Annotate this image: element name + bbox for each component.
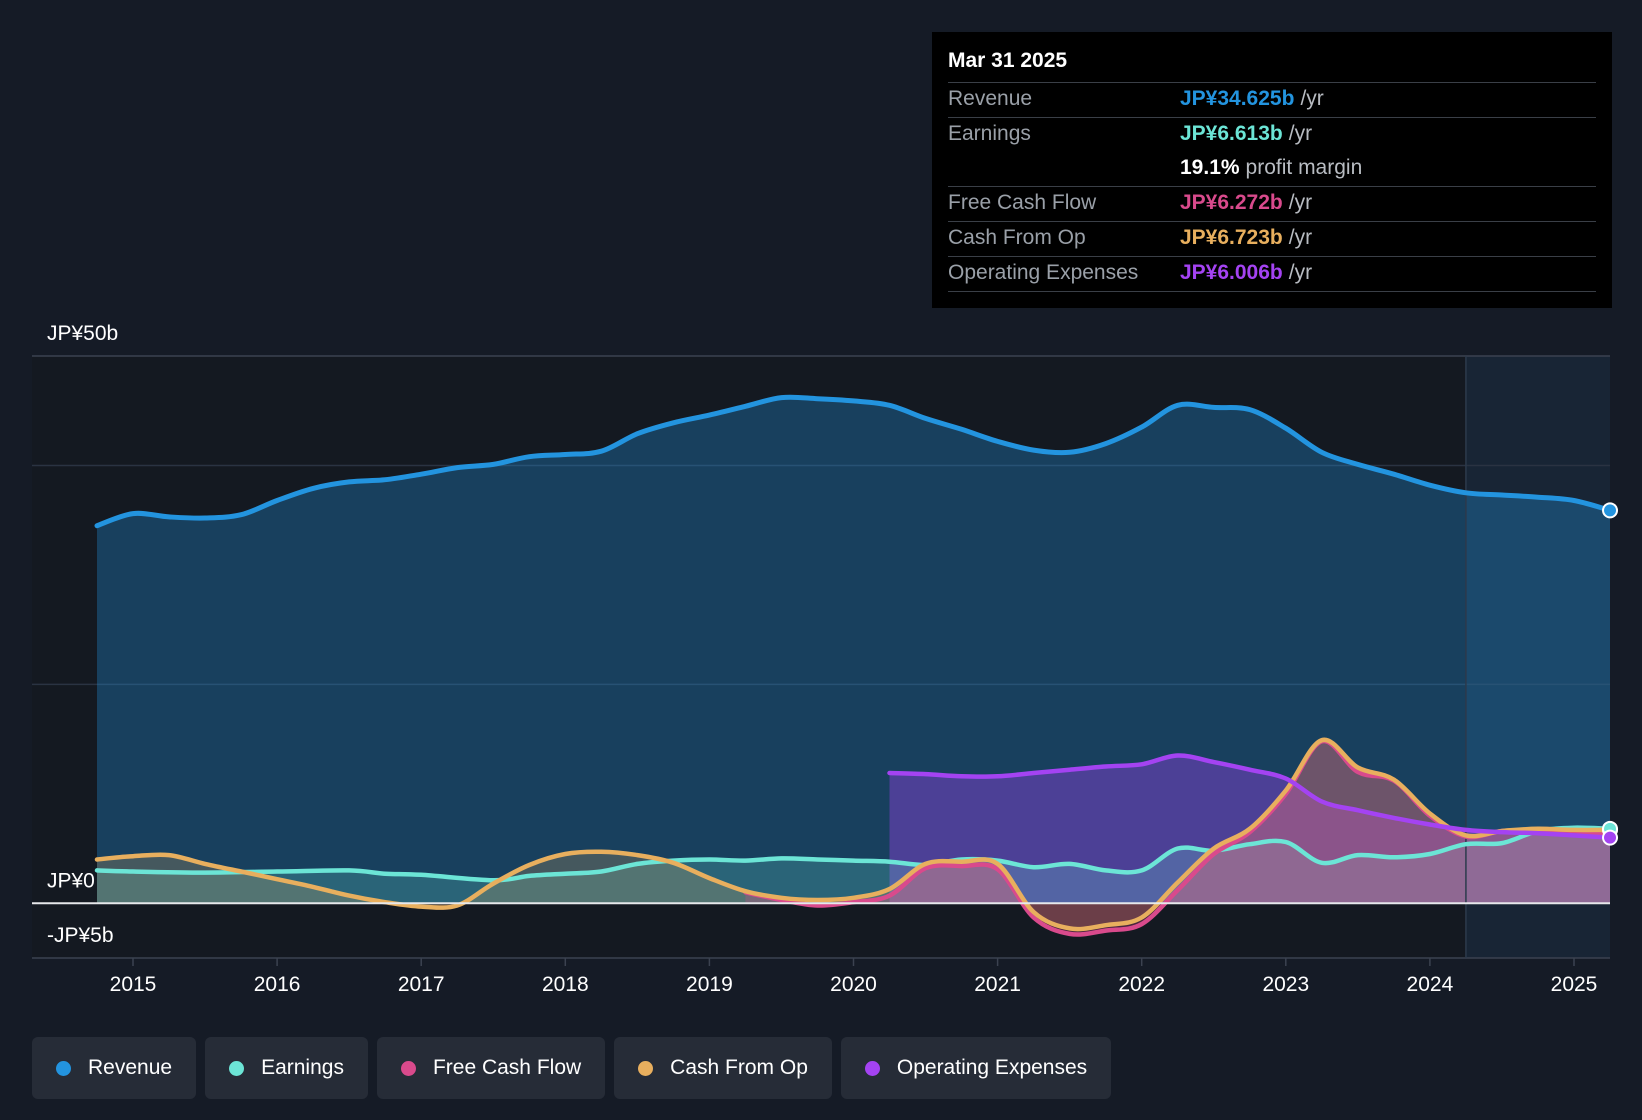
series-areas [97,397,1610,935]
tooltip-value: JP¥6.723b [1180,226,1283,249]
x-tick-label: 2022 [1118,973,1165,996]
tooltip-row-revenue: Revenue JP¥34.625b/yr [948,83,1596,118]
x-tick-label: 2019 [686,973,733,996]
endpoint-revenue [1602,502,1619,519]
legend-label: Operating Expenses [896,1056,1088,1079]
tooltip-unit: /yr [1288,122,1313,145]
endpoint-opex [1602,829,1619,846]
tooltip-value: JP¥34.625b [1180,87,1295,110]
legend-dot-icon [638,1060,654,1076]
tooltip-label: Earnings [948,122,1031,145]
tooltip-row-fcf: Free Cash Flow JP¥6.272b/yr [948,187,1596,222]
tooltip-value: JP¥6.272b [1180,191,1283,214]
tooltip-unit: /yr [1288,261,1313,284]
tooltip-label [948,152,1180,186]
tooltip-label: Revenue [948,87,1033,110]
x-tick-label: 2015 [110,973,157,996]
tooltip-label: Cash From Op [948,226,1086,249]
legend-label: Cash From Op [670,1056,808,1079]
x-tick-label: 2017 [398,973,445,996]
tooltip-value: JP¥6.613b [1180,122,1283,145]
x-tick-label: 2018 [542,973,589,996]
legend-label: Earnings [261,1056,344,1079]
x-tick-label: 2025 [1551,973,1598,996]
line-revenue [94,394,1610,529]
tooltip-value: 19.1% [1180,156,1240,179]
line-cfo [94,737,1610,932]
tooltip-row-opex: Operating Expenses JP¥6.006b/yr [948,257,1596,292]
legend-label: Free Cash Flow [432,1056,582,1079]
legend: Revenue Earnings Free Cash Flow Cash Fro… [32,1037,1112,1099]
y-tick-label: JP¥50b [47,322,118,345]
tooltip-label: Free Cash Flow [948,191,1097,214]
legend-dot-icon [56,1060,71,1076]
legend-item-opex[interactable]: Operating Expenses [840,1037,1112,1099]
y-tick-label: -JP¥5b [47,924,114,947]
y-axis-labels: JP¥50b JP¥0 -JP¥5b [47,322,118,947]
series-endpoints [1602,502,1619,846]
x-tick-label: 2024 [1407,973,1454,996]
area-earnings [97,827,1610,904]
y-tick-label: JP¥0 [47,869,95,892]
legend-item-revenue[interactable]: Revenue [32,1037,197,1099]
legend-dot-icon [229,1060,245,1076]
tooltip-unit: /yr [1288,226,1313,249]
area-revenue [97,397,1610,904]
tooltip-date: Mar 31 2025 [948,46,1596,83]
x-tick-label: 2020 [830,973,877,996]
tooltip-row-cfo: Cash From Op JP¥6.723b/yr [948,222,1596,257]
tooltip-unit: /yr [1300,87,1324,110]
forecast-region [1465,356,1610,958]
tooltip-value: JP¥6.006b [1180,261,1283,284]
x-tick-label: 2016 [254,973,301,996]
tooltip-unit: profit margin [1245,156,1363,179]
line-opex [887,753,1610,840]
tooltip-row-profit-margin: 19.1% profit margin [948,152,1596,187]
legend-item-cfo[interactable]: Cash From Op [614,1037,832,1099]
x-axis-labels: 2015 2016 2017 2018 2019 2020 2021 2022 2023 2024… [110,958,1598,996]
area-fcf [745,740,1610,935]
series-lines [94,394,1610,937]
tooltip-unit: /yr [1288,191,1313,214]
x-tick-label: 2021 [974,973,1021,996]
legend-dot-icon [864,1060,880,1076]
tooltip-label: Operating Expenses [948,261,1139,284]
legend-dot-icon [400,1060,416,1076]
tooltip-row-earnings: Earnings JP¥6.613b/yr [948,118,1596,152]
x-tick-label: 2023 [1262,973,1309,996]
grid-lines [32,355,1610,959]
legend-item-fcf[interactable]: Free Cash Flow [376,1037,606,1099]
area-cfo [97,739,1610,930]
tooltip-panel: Mar 31 2025 Revenue JP¥34.625b/yr Earnin… [932,32,1612,308]
legend-item-earnings[interactable]: Earnings [205,1037,368,1099]
legend-label: Revenue [88,1056,173,1079]
